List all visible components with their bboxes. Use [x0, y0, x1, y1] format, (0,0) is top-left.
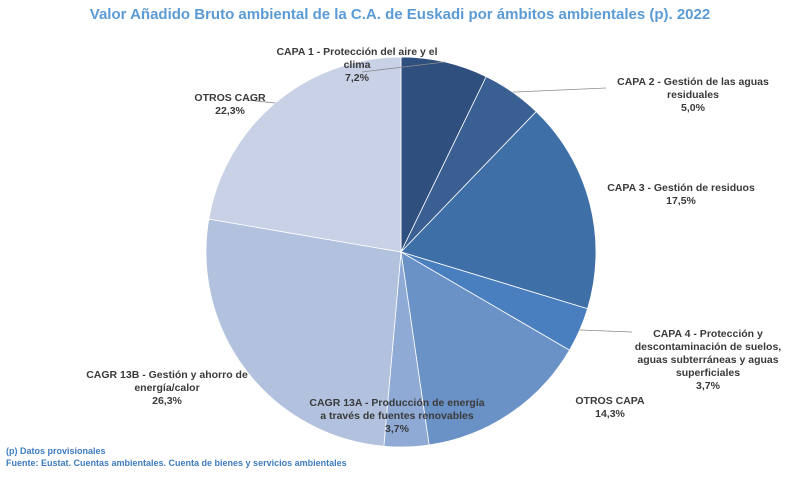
leader-line-1 — [512, 87, 607, 93]
label-cagr13a: CAGR 13A - Producción de energía a través… — [309, 397, 485, 435]
label-capa3: CAPA 3 - Gestión de residuos 17,5% — [607, 182, 755, 207]
leader-line-3 — [579, 329, 633, 333]
pie-slice-2 — [400, 110, 597, 310]
leader-line-7 — [245, 99, 276, 104]
label-otros-cagr: OTROS CAGR 22,3% — [194, 92, 266, 117]
label-capa4: CAPA 4 - Protección y descontaminación de… — [634, 328, 782, 392]
pie-slice-7 — [208, 56, 402, 253]
footnote-source: Fuente: Eustat. Cuentas ambientales. Cue… — [6, 458, 347, 468]
label-cagr13b: CAGR 13B - Gestión y ahorro de energía/ca… — [86, 369, 248, 407]
leader-line-0 — [361, 61, 445, 73]
pie-slice-4 — [400, 251, 571, 446]
footnote-provisional: (p) Datos provisionales — [6, 446, 106, 456]
label-capa2: CAPA 2 - Gestión de las aguas residuales 5… — [617, 76, 769, 114]
chart-title: Valor Añadido Bruto ambiental de la C.A.… — [89, 6, 711, 23]
label-capa1: CAPA 1 - Protección del aire y el clima 7,… — [276, 46, 438, 84]
label-otros-capa: OTROS CAPA 14,3% — [575, 395, 645, 420]
pie-slice-6 — [205, 218, 402, 447]
